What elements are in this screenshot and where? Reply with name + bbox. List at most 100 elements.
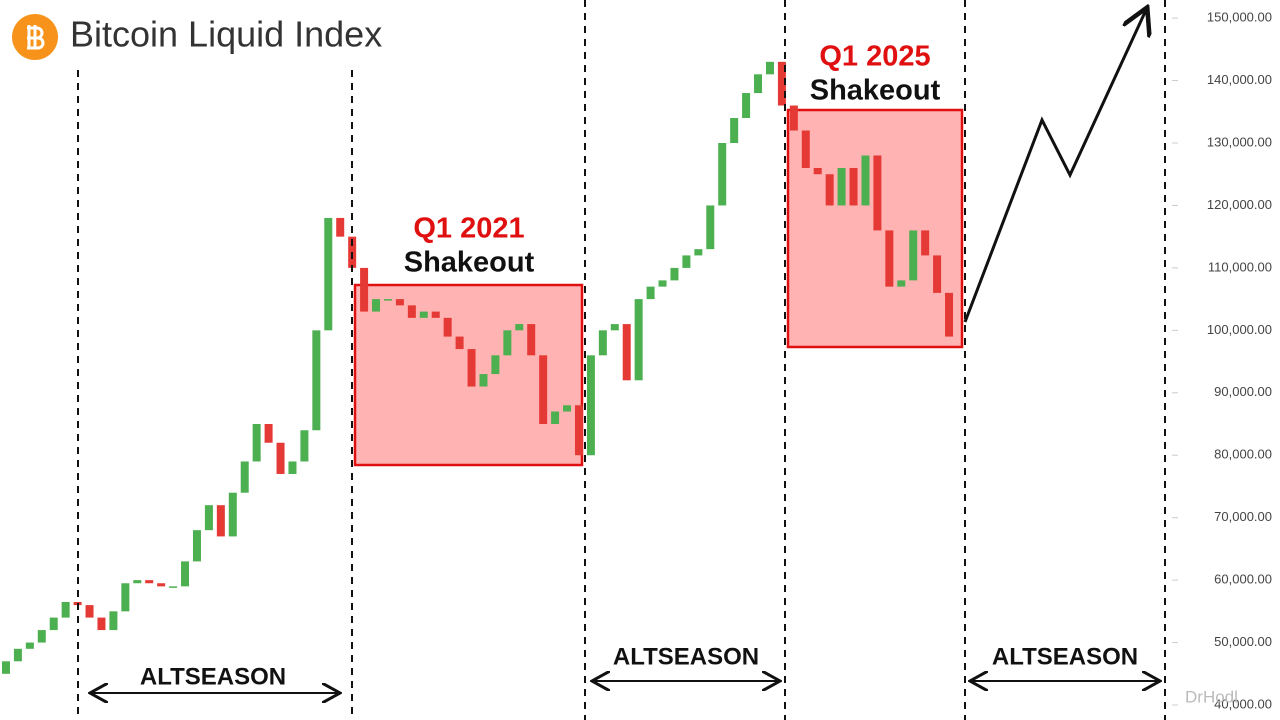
chart-title: Bitcoin Liquid Index — [70, 14, 382, 55]
candle — [742, 93, 751, 119]
candle — [813, 167, 822, 175]
candle — [97, 617, 106, 631]
candle — [49, 617, 58, 631]
candle — [145, 580, 154, 584]
watermark: DrHodl — [1185, 687, 1238, 706]
candle — [372, 299, 381, 312]
candle — [133, 580, 142, 584]
candle — [801, 130, 810, 168]
annotation: ALTSEASON — [613, 643, 759, 670]
candle — [216, 505, 225, 537]
y-tick-label: 100,000.00 — [1207, 322, 1272, 337]
candle — [825, 174, 834, 206]
candle — [574, 405, 583, 456]
candle — [706, 205, 715, 250]
candle — [491, 355, 500, 375]
candle — [765, 61, 774, 75]
candle — [479, 374, 488, 387]
candle — [467, 349, 476, 387]
y-tick-label: 80,000.00 — [1214, 447, 1272, 462]
candle — [383, 299, 392, 301]
candle — [419, 311, 428, 318]
candle — [754, 74, 763, 94]
candle — [13, 648, 22, 662]
candle — [670, 267, 679, 281]
candle — [658, 280, 667, 287]
candle — [455, 336, 464, 350]
candle — [252, 424, 261, 462]
candle — [873, 155, 882, 231]
candle — [288, 461, 297, 474]
y-tick-label: 50,000.00 — [1214, 634, 1272, 649]
candle — [730, 118, 739, 144]
candle — [921, 230, 930, 256]
candle — [431, 311, 440, 318]
candle — [718, 143, 727, 206]
candle — [909, 230, 918, 281]
candle — [336, 217, 345, 237]
dividers — [77, 0, 1166, 720]
candle — [586, 355, 595, 456]
candle — [610, 324, 619, 331]
candle — [25, 642, 34, 649]
candle — [181, 561, 190, 587]
candle — [682, 255, 691, 268]
candle — [849, 167, 858, 206]
candle — [37, 630, 46, 643]
y-tick-label: 70,000.00 — [1214, 509, 1272, 524]
candle — [885, 230, 894, 287]
candle — [324, 217, 333, 331]
candle — [694, 249, 703, 256]
candle — [85, 605, 94, 618]
candle — [300, 430, 309, 462]
candle — [634, 299, 643, 381]
candle — [360, 267, 369, 312]
candle — [945, 292, 954, 337]
candle — [503, 330, 512, 356]
projection-arrow — [963, 10, 1146, 323]
candle — [563, 405, 572, 412]
y-tick-label: 130,000.00 — [1207, 134, 1272, 149]
y-tick-label: 140,000.00 — [1207, 72, 1272, 87]
candle — [598, 330, 607, 356]
annotation: Q1 2025 — [819, 41, 930, 73]
candle — [515, 324, 524, 331]
candle — [443, 317, 452, 337]
candle — [157, 583, 166, 587]
y-tick-label: 60,000.00 — [1214, 572, 1272, 587]
candle — [204, 505, 213, 531]
y-tick-label: 90,000.00 — [1214, 384, 1272, 399]
candle — [777, 61, 786, 106]
candle — [527, 324, 536, 356]
y-tick-label: 150,000.00 — [1207, 10, 1272, 25]
candle — [1, 661, 10, 674]
candle — [789, 105, 798, 131]
candle — [933, 255, 942, 293]
candle — [109, 611, 118, 631]
candle — [192, 530, 201, 562]
annotation: Shakeout — [404, 247, 535, 279]
candle — [312, 330, 321, 431]
candle — [169, 586, 178, 588]
candle — [407, 305, 416, 318]
candle — [240, 461, 249, 493]
candle — [395, 299, 404, 306]
annotation: ALTSEASON — [992, 643, 1138, 670]
candle — [539, 355, 548, 425]
candle — [276, 442, 285, 474]
candle — [622, 324, 631, 381]
candle — [551, 411, 560, 425]
annotation: Q1 2021 — [413, 213, 524, 245]
bitcoin-symbol — [27, 25, 45, 50]
y-tick-label: 40,000.00 — [1214, 696, 1272, 711]
annotation: ALTSEASON — [140, 663, 286, 690]
candle — [897, 280, 906, 287]
candle — [837, 167, 846, 206]
annotation: Shakeout — [810, 75, 941, 107]
candle — [264, 424, 273, 443]
y-tick-label: 120,000.00 — [1207, 197, 1272, 212]
y-tick-label: 110,000.00 — [1208, 259, 1272, 274]
candle — [121, 583, 130, 612]
candle — [61, 601, 70, 618]
